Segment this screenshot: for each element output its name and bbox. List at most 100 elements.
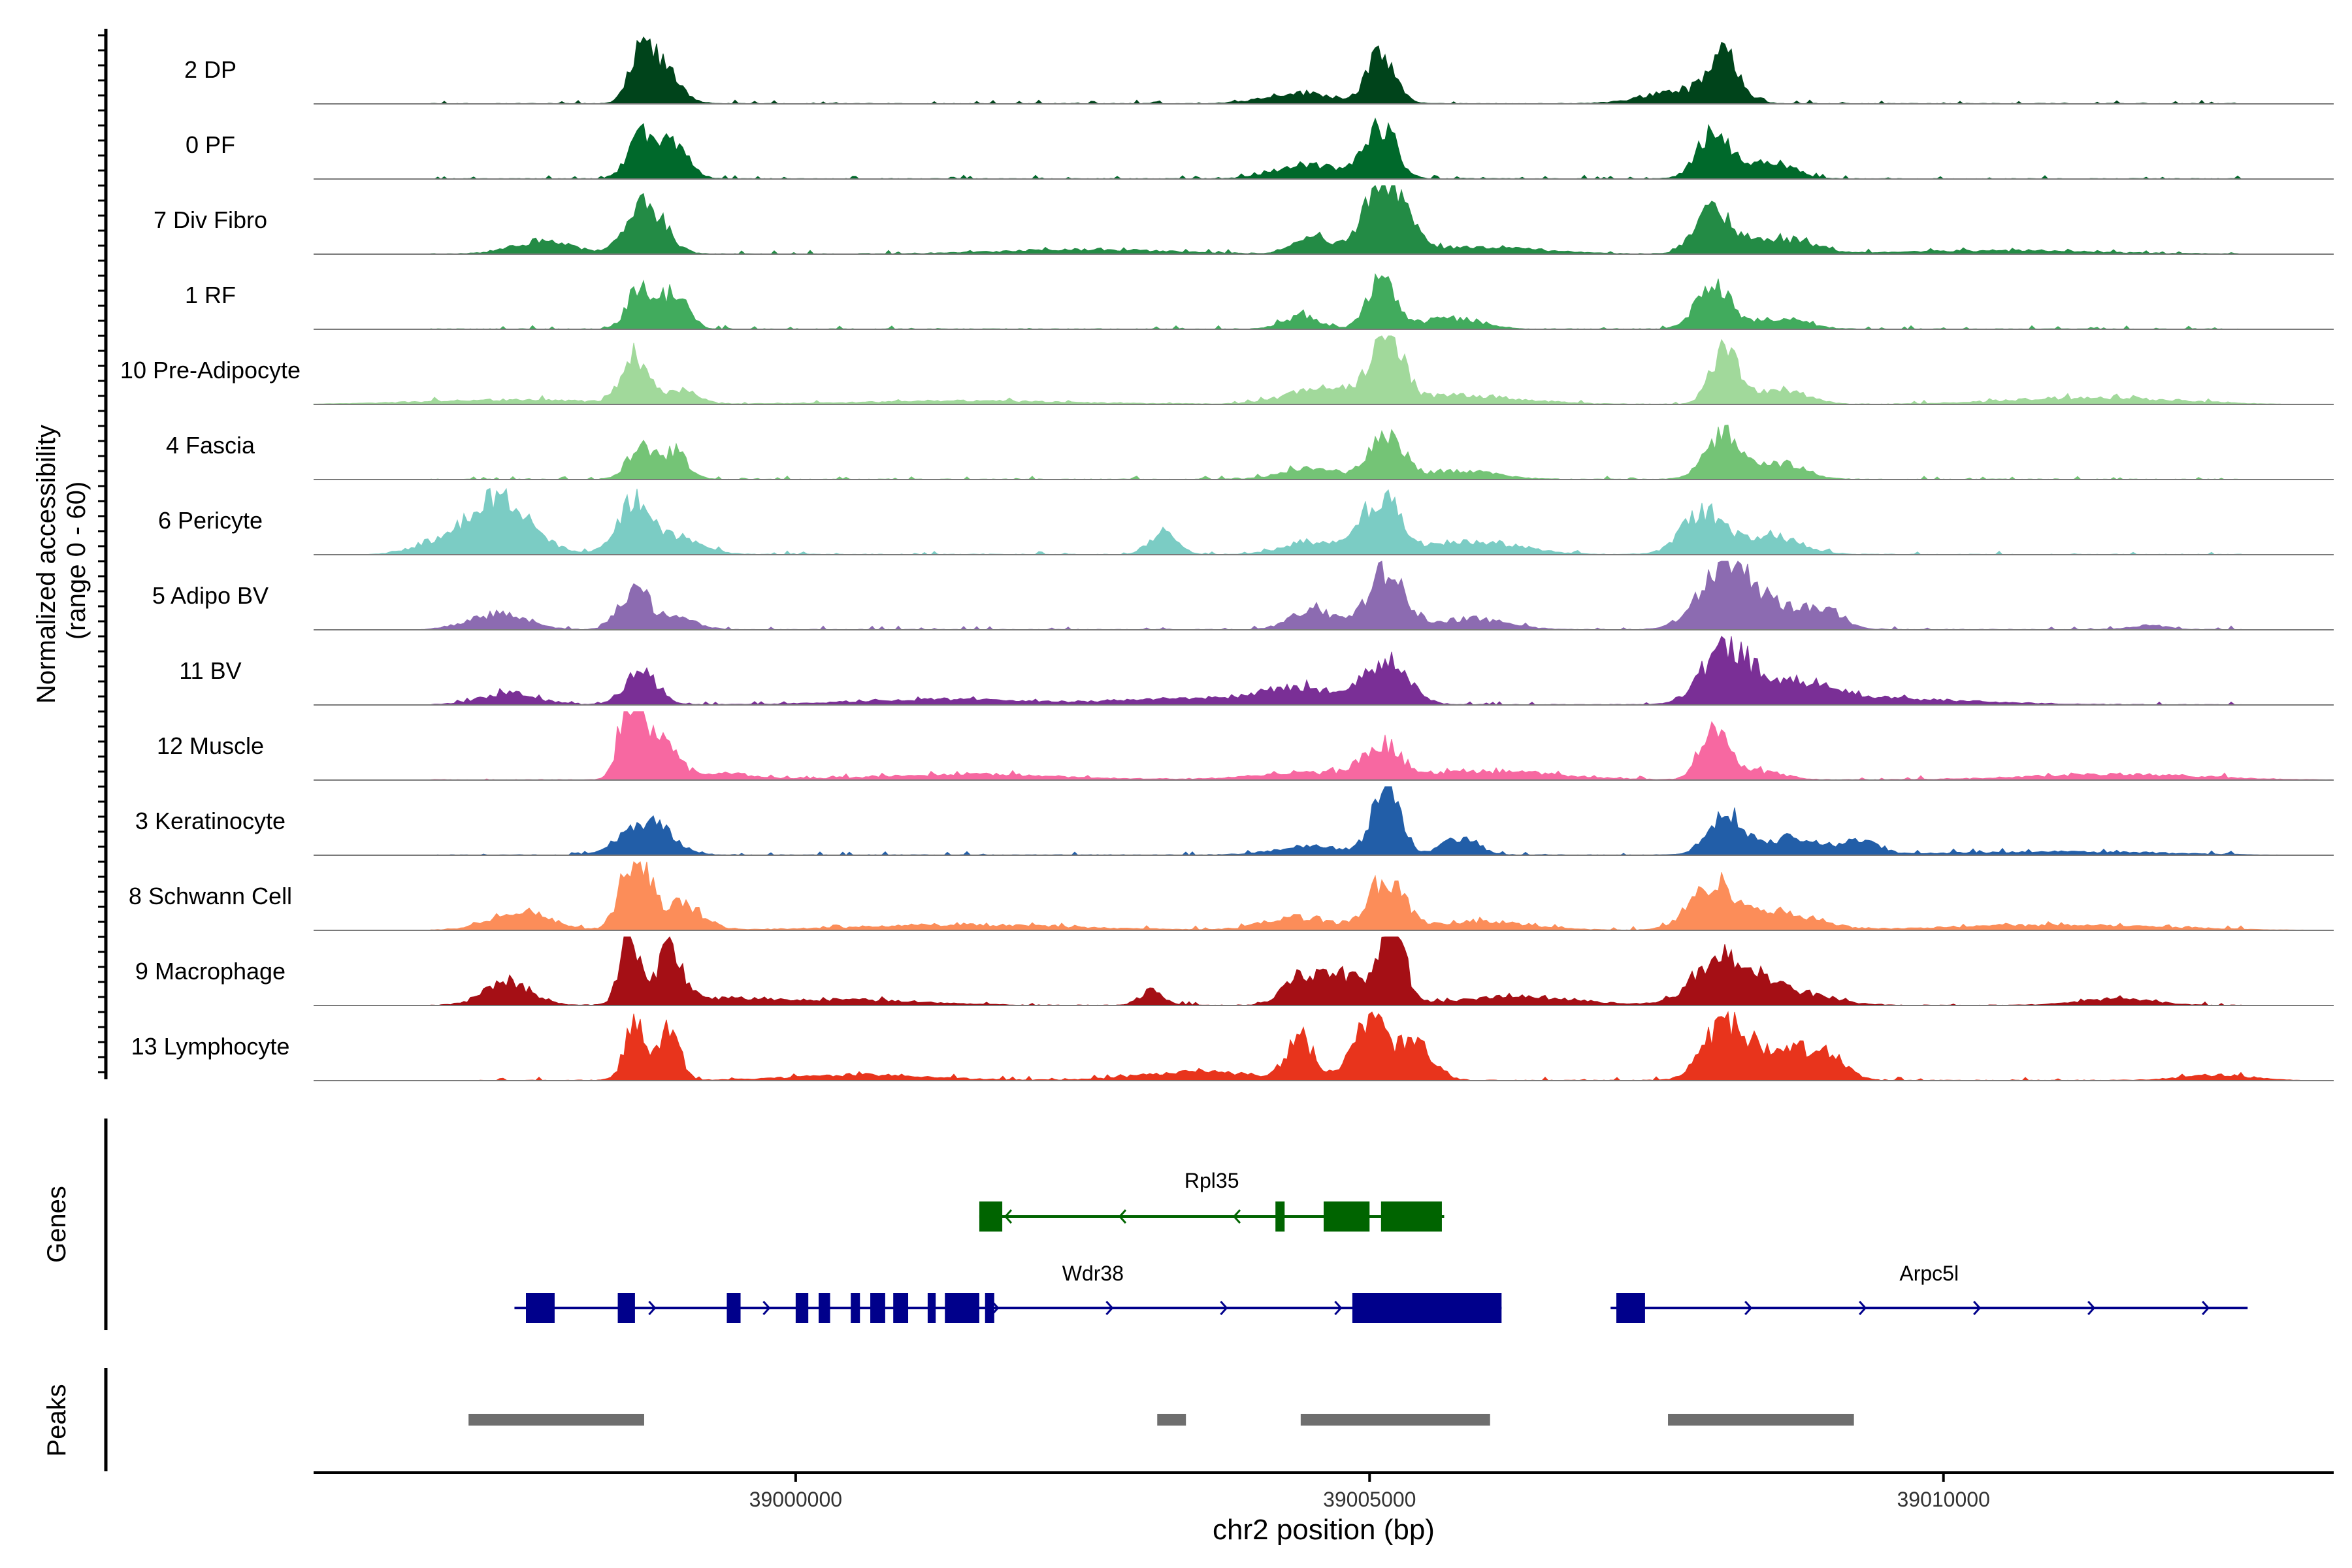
track-label: 8 Schwann Cell: [129, 883, 292, 909]
y-axis-minor-ticks: [98, 34, 106, 1073]
track-9-macrophage: 9 Macrophage: [135, 936, 2334, 1006]
peak-region: [1157, 1414, 1186, 1426]
coverage-area: [314, 1011, 2334, 1081]
gene-rpl35: Rpl35: [979, 1169, 1445, 1232]
gene-exon: [985, 1293, 994, 1323]
track-7-div-fibro: 7 Div Fibro: [154, 185, 2334, 255]
x-axis-tick-label: 39000000: [749, 1488, 842, 1511]
track-2-dp: 2 DP: [184, 36, 2334, 105]
peak-region: [468, 1414, 644, 1426]
coverage-area: [314, 487, 2334, 555]
track-label: 9 Macrophage: [135, 958, 286, 985]
x-axis-tick-label: 39005000: [1323, 1488, 1416, 1511]
gene-exon: [1616, 1293, 1645, 1323]
coverage-area: [314, 636, 2334, 706]
coverage-area: [314, 786, 2334, 856]
x-axis-tick-label: 39010000: [1897, 1488, 1989, 1511]
coverage-area: [314, 861, 2334, 931]
track-label: 7 Div Fibro: [154, 206, 267, 233]
gene-exon: [870, 1293, 885, 1323]
gene-label: Rpl35: [1184, 1169, 1239, 1192]
gene-label: Wdr38: [1062, 1262, 1124, 1285]
coverage-area: [314, 117, 2334, 180]
gene-strand-arrow: [1334, 1300, 1343, 1316]
peak-region: [1300, 1414, 1490, 1426]
gene-exon: [727, 1293, 741, 1323]
track-0-pf: 0 PF: [186, 117, 2334, 180]
gene-exon: [945, 1293, 979, 1323]
track-label: 6 Pericyte: [158, 507, 263, 534]
track-1-rf: 1 RF: [185, 272, 2334, 330]
track-8-schwann-cell: 8 Schwann Cell: [129, 861, 2334, 931]
y-axis-label: Normalized accessibility (range 0 - 60): [32, 417, 91, 704]
gene-exon: [1380, 1201, 1442, 1232]
y-axis-label-line-2: (range 0 - 60): [62, 482, 91, 640]
track-13-lymphocyte: 13 Lymphocyte: [131, 1011, 2334, 1081]
x-axis: 39000000 39005000 39010000 chr2 position (…: [314, 1471, 2334, 1546]
peak-region: [1668, 1414, 1854, 1426]
track-label: 10 Pre-Adipocyte: [120, 357, 301, 384]
gene-wdr38: Wdr38: [514, 1262, 1502, 1323]
gene-exon: [819, 1293, 830, 1323]
gene-arpc5l: Arpc5l: [1610, 1262, 2248, 1323]
gene-exon: [1275, 1201, 1285, 1232]
track-label: 0 PF: [186, 131, 235, 158]
track-4-fascia: 4 Fascia: [166, 424, 2334, 480]
gene-strand-arrow: [1004, 1209, 1013, 1224]
track-10-pre-adipocyte: 10 Pre-Adipocyte: [120, 335, 2334, 405]
peaks-track-label: Peaks: [42, 1384, 71, 1456]
peaks-panel: Peaks: [42, 1368, 1854, 1471]
coverage-area: [313, 335, 2334, 405]
gene-strand-arrow: [1744, 1300, 1753, 1316]
track-6-pericyte: 6 Pericyte: [158, 487, 2334, 555]
gene-exon: [617, 1293, 635, 1323]
gene-strand-arrow: [1118, 1209, 1127, 1224]
track-label: 11 BV: [179, 657, 241, 684]
track-label: 4 Fascia: [166, 432, 255, 459]
gene-strand-arrow: [1105, 1300, 1114, 1316]
gene-strand-arrow: [648, 1300, 657, 1316]
track-label: 1 RF: [185, 282, 236, 308]
coverage-area: [314, 561, 2334, 630]
gene-strand-arrow: [1220, 1300, 1228, 1316]
gene-strand-arrow: [762, 1300, 771, 1316]
x-axis-label: chr2 position (bp): [1213, 1514, 1435, 1546]
gene-strand-arrow: [1973, 1300, 1982, 1316]
genes-panel: Genes Rpl35 Wdr38 Arpc5l: [42, 1119, 2248, 1330]
y-axis-label-line-1: Normalized accessibility: [32, 425, 61, 704]
gene-strand-arrow: [2087, 1300, 2096, 1316]
gene-strand-arrow: [2202, 1300, 2210, 1316]
gene-exon: [1324, 1201, 1370, 1232]
coverage-area: [314, 936, 2334, 1006]
gene-models: Rpl35 Wdr38 Arpc5l: [514, 1169, 2248, 1323]
coverage-area: [314, 36, 2334, 105]
gene-strand-arrow: [1859, 1300, 1867, 1316]
gene-exon: [526, 1293, 555, 1323]
track-11-bv: 11 BV: [179, 636, 2334, 706]
coverage-area: [314, 424, 2334, 480]
track-3-keratinocyte: 3 Keratinocyte: [135, 786, 2334, 856]
genes-track-label: Genes: [42, 1186, 71, 1263]
gene-label: Arpc5l: [1899, 1262, 1959, 1285]
track-5-adipo-bv: 5 Adipo BV: [152, 561, 2334, 630]
gene-exon: [1352, 1293, 1502, 1323]
gene-exon: [851, 1293, 860, 1323]
track-label: 2 DP: [184, 56, 237, 83]
track-label: 3 Keratinocyte: [135, 808, 286, 834]
y-axis: Normalized accessibility (range 0 - 60): [32, 29, 108, 1079]
gene-exon: [979, 1201, 1003, 1232]
track-label: 12 Muscle: [157, 732, 264, 759]
peak-regions: [468, 1414, 1854, 1426]
track-12-muscle: 12 Muscle: [157, 711, 2334, 781]
track-label: 13 Lymphocyte: [131, 1033, 290, 1060]
gene-strand-arrow: [1232, 1209, 1241, 1224]
coverage-area: [314, 272, 2334, 330]
gene-exon: [795, 1293, 809, 1323]
x-axis-ticks: 39000000 39005000 39010000: [749, 1473, 1990, 1511]
coverage-tracks: 2 DP 0 PF 7 Div Fibro 1 RF 10 Pre-Adipocyte 4…: [120, 36, 2334, 1081]
track-label: 5 Adipo BV: [152, 582, 269, 609]
gene-exon: [893, 1293, 909, 1323]
gene-exon: [927, 1293, 936, 1323]
coverage-area: [314, 185, 2334, 255]
